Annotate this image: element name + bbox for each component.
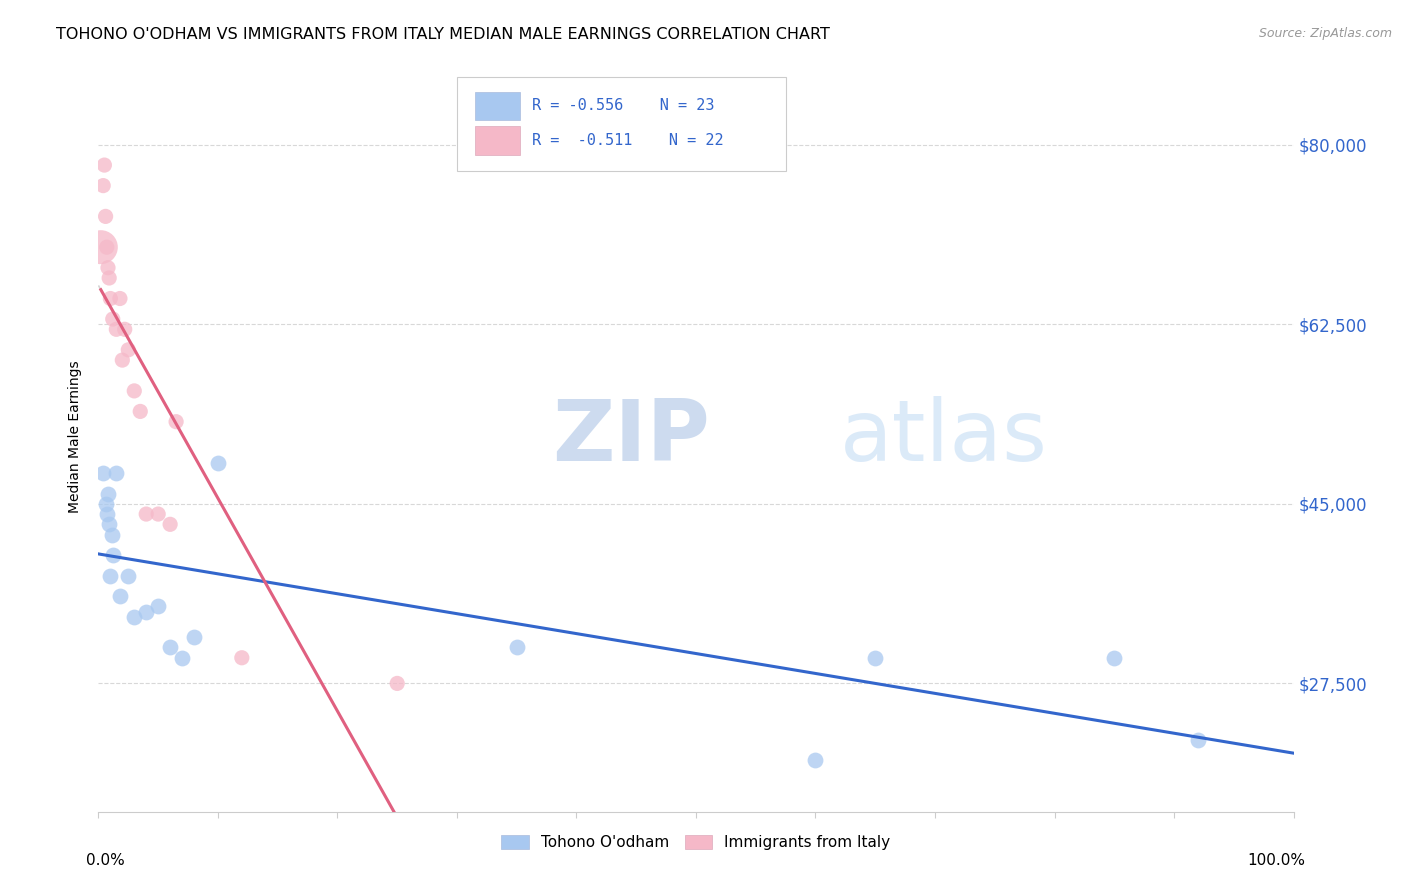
Point bbox=[96, 240, 118, 254]
Point bbox=[98, 292, 122, 306]
Point bbox=[148, 507, 170, 521]
Text: atlas: atlas bbox=[839, 395, 1047, 479]
Point bbox=[98, 568, 122, 582]
Text: TOHONO O'ODHAM VS IMMIGRANTS FROM ITALY MEDIAN MALE EARNINGS CORRELATION CHART: TOHONO O'ODHAM VS IMMIGRANTS FROM ITALY … bbox=[56, 27, 830, 42]
Text: 0.0%: 0.0% bbox=[87, 853, 125, 868]
Point bbox=[129, 404, 152, 418]
Point bbox=[865, 650, 887, 665]
Point bbox=[93, 158, 115, 172]
Text: R =  -0.511    N = 22: R = -0.511 N = 22 bbox=[533, 133, 724, 148]
Point bbox=[98, 271, 121, 285]
Point bbox=[101, 312, 124, 326]
Legend: Tohono O'odham, Immigrants from Italy: Tohono O'odham, Immigrants from Italy bbox=[495, 830, 897, 856]
Point bbox=[108, 292, 131, 306]
Point bbox=[506, 640, 529, 655]
Point bbox=[159, 517, 181, 532]
Point bbox=[231, 650, 253, 665]
Point bbox=[105, 322, 128, 336]
Point bbox=[101, 548, 124, 562]
Point bbox=[385, 676, 409, 690]
Point bbox=[124, 609, 146, 624]
FancyBboxPatch shape bbox=[457, 78, 786, 171]
Text: 100.0%: 100.0% bbox=[1247, 853, 1306, 868]
Text: ZIP: ZIP bbox=[553, 395, 710, 479]
Point bbox=[804, 753, 827, 767]
Point bbox=[108, 589, 131, 603]
Point bbox=[148, 599, 170, 614]
Point bbox=[91, 178, 114, 193]
Point bbox=[94, 210, 117, 224]
Point bbox=[124, 384, 146, 398]
Bar bbox=[475, 126, 520, 154]
Point bbox=[135, 605, 157, 619]
Bar bbox=[475, 92, 520, 120]
Point bbox=[114, 322, 136, 336]
Point bbox=[105, 466, 128, 480]
Text: Source: ZipAtlas.com: Source: ZipAtlas.com bbox=[1258, 27, 1392, 40]
Point bbox=[135, 507, 157, 521]
Point bbox=[159, 640, 181, 655]
Point bbox=[97, 260, 120, 275]
Point bbox=[97, 486, 120, 500]
Point bbox=[100, 527, 122, 541]
Point bbox=[117, 568, 139, 582]
Y-axis label: Median Male Earnings: Median Male Earnings bbox=[69, 360, 83, 514]
Point bbox=[90, 240, 112, 254]
Point bbox=[98, 517, 121, 532]
Point bbox=[111, 353, 134, 368]
Text: R = -0.556    N = 23: R = -0.556 N = 23 bbox=[533, 98, 714, 113]
Point bbox=[1104, 650, 1126, 665]
Point bbox=[117, 343, 139, 357]
Point bbox=[207, 456, 229, 470]
Point bbox=[96, 507, 118, 521]
Point bbox=[94, 497, 117, 511]
Point bbox=[183, 630, 205, 644]
Point bbox=[172, 650, 194, 665]
Point bbox=[91, 466, 114, 480]
Point bbox=[1187, 732, 1209, 747]
Point bbox=[165, 415, 187, 429]
